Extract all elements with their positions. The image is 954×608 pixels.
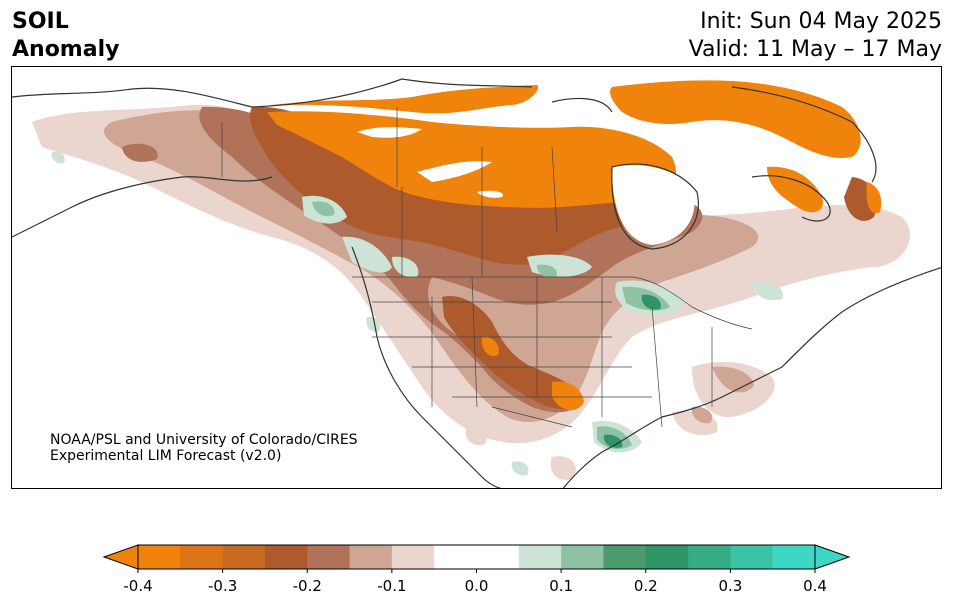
colorbar-bin-3 <box>264 545 308 569</box>
anomaly-map: NOAA/PSL and University of Colorado/CIRE… <box>11 66 942 489</box>
colorbar-bin-2 <box>222 545 266 569</box>
colorbar-bin-10 <box>603 545 647 569</box>
colorbar-outline <box>137 544 816 570</box>
colorbar-high-extension <box>814 544 851 570</box>
colorbar-bin-14 <box>772 545 816 569</box>
colorbar-bin-1 <box>180 545 224 569</box>
colorbar-tick-label: -0.3 <box>207 577 238 595</box>
title-line-2: Anomaly <box>12 37 120 62</box>
valid-range: Valid: 11 May – 17 May <box>688 37 942 62</box>
colorbar-bin-0 <box>138 545 181 569</box>
water-bodies <box>357 127 695 245</box>
credit-line-2: Experimental LIM Forecast (v2.0) <box>50 448 282 464</box>
colorbar-bin-8 <box>518 545 562 569</box>
map-svg <box>12 78 941 488</box>
init-date: Init: Sun 04 May 2025 <box>700 9 942 34</box>
map-title: SOIL Anomaly <box>12 8 119 64</box>
colorbar-tick-label: -0.1 <box>377 577 407 595</box>
colorbar-bin-9 <box>561 545 604 569</box>
colorbar-bin-13 <box>730 545 774 569</box>
colorbar-bin-6 <box>391 545 435 569</box>
title-line-1: SOIL <box>12 9 69 34</box>
colorbar-tick-label: -0.2 <box>292 577 322 595</box>
political-borders <box>221 107 753 428</box>
colorbar-low-extension <box>102 544 139 570</box>
credit-text: NOAA/PSL and University of Colorado/CIRE… <box>50 432 358 464</box>
colorbar-tickmarks <box>137 569 816 573</box>
coastlines <box>12 78 941 488</box>
colorbar-bin-5 <box>349 545 393 569</box>
colorbar-bins <box>138 545 816 569</box>
colorbar-bin-11 <box>645 545 689 569</box>
credit-line-1: NOAA/PSL and University of Colorado/CIRE… <box>50 432 358 448</box>
colorbar-tick-label: 0.2 <box>633 577 658 595</box>
colorbar-bin-4 <box>307 545 351 569</box>
colorbar-bin-7 <box>434 545 520 569</box>
forecast-dates: Init: Sun 04 May 2025 Valid: 11 May – 17… <box>689 8 942 64</box>
colorbar-bin-12 <box>688 545 731 569</box>
colorbar-tick-label: -0.4 <box>123 577 153 595</box>
colorbar-tick-label: 0.0 <box>464 577 489 595</box>
colorbar-tick-label: 0.4 <box>803 577 827 595</box>
anomaly-dark-green <box>603 294 661 448</box>
colorbar-tick-label: 0.3 <box>718 577 743 595</box>
colorbar-tick-label: 0.1 <box>549 577 574 595</box>
